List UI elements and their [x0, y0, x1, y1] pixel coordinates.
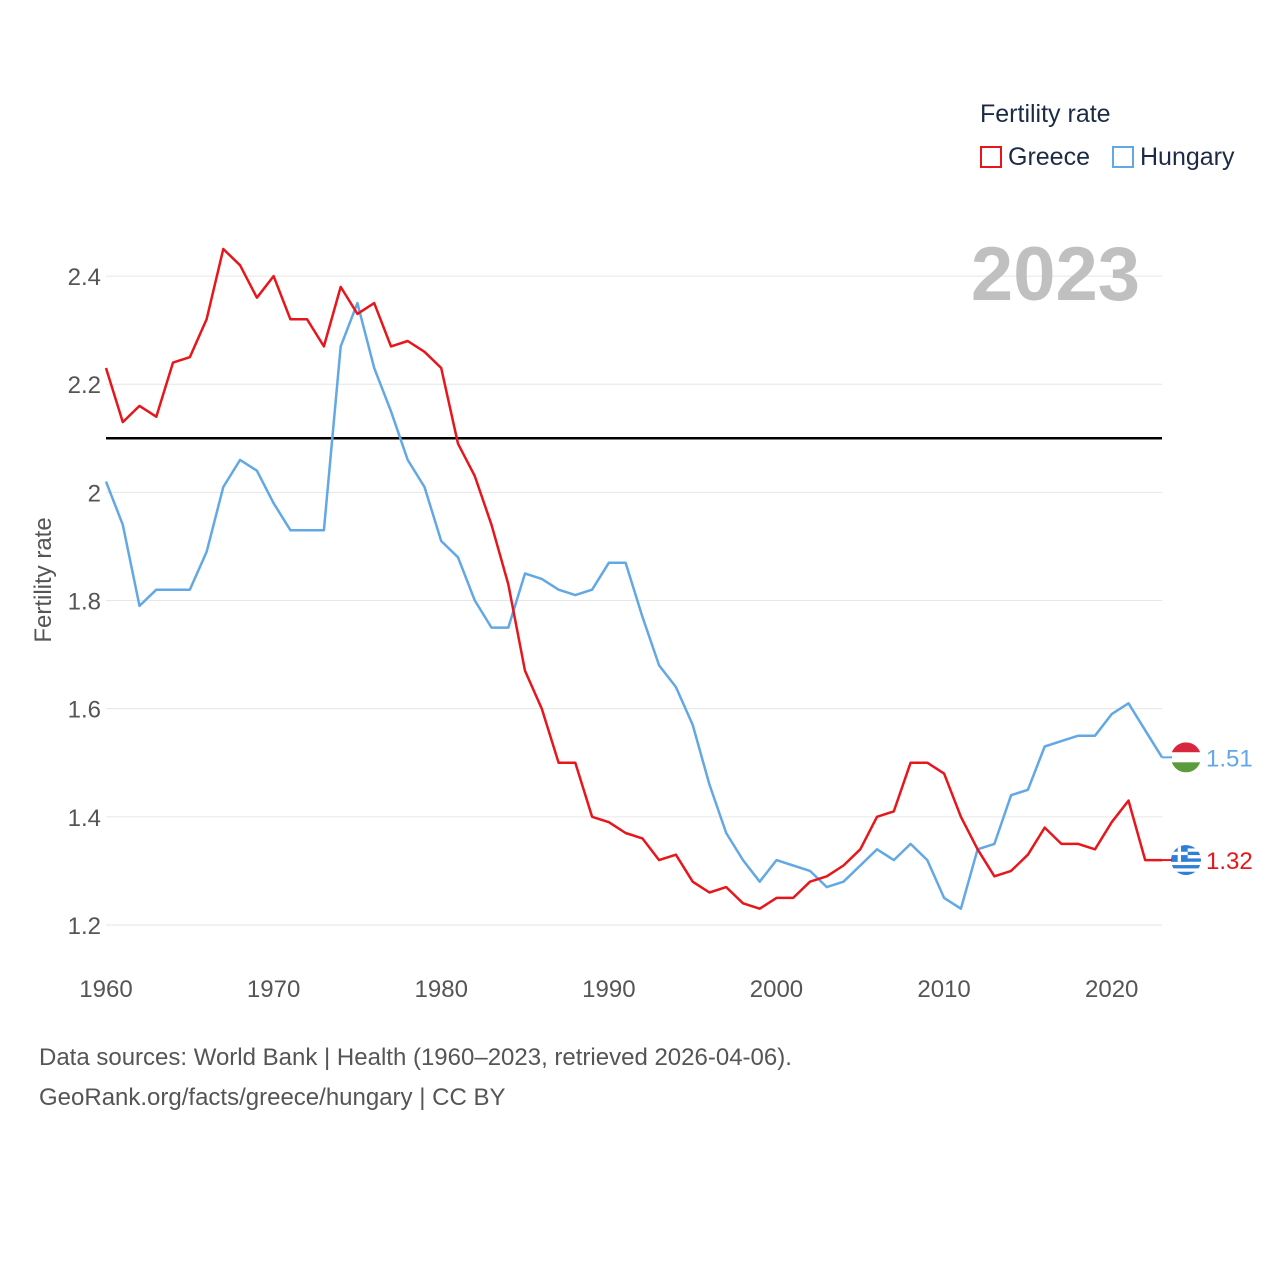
series-line-greece	[104, 247, 1162, 910]
series	[104, 247, 1164, 910]
x-tick-label: 1990	[582, 976, 635, 1003]
legend-item-greece[interactable]: Greece	[980, 143, 1090, 171]
legend-label-greece: Greece	[1008, 142, 1090, 171]
series-line-hungary	[104, 301, 1164, 910]
end-label-greece: 1.32	[1206, 848, 1253, 875]
greece-flag	[1171, 845, 1201, 876]
grid	[106, 275, 1162, 926]
x-tick-label: 1960	[79, 976, 132, 1003]
hungary-flag	[1171, 742, 1201, 773]
x-axis: 1960 1970 1980 1990 2000 2010 2020	[79, 976, 1138, 1003]
footer-credit[interactable]: GeoRank.org/facts/greece/hungary | CC BY	[39, 1084, 506, 1111]
legend-swatch-hungary	[1112, 146, 1134, 168]
footer-sources: Data sources: World Bank | Health (1960–…	[39, 1044, 792, 1071]
legend-swatch-greece	[980, 146, 1002, 168]
end-label-hungary: 1.51	[1206, 745, 1253, 772]
year-label: 2023	[971, 232, 1140, 317]
x-tick-label: 1970	[247, 976, 300, 1003]
y-tick-label: 2.2	[68, 372, 101, 399]
legend-item-hungary[interactable]: Hungary	[1112, 143, 1235, 171]
legend-label-hungary: Hungary	[1140, 142, 1235, 171]
x-tick-label: 2020	[1085, 976, 1138, 1003]
y-tick-label: 2	[88, 480, 101, 507]
y-tick-label: 1.2	[68, 913, 101, 940]
y-tick-label: 1.8	[68, 589, 101, 616]
y-axis: 1.2 1.4 1.6 1.8 2 2.2 2.4	[68, 264, 101, 940]
x-tick-label: 2000	[750, 976, 803, 1003]
legend-title: Fertility rate	[980, 100, 1111, 128]
y-tick-label: 1.6	[68, 697, 101, 724]
flags	[1171, 742, 1201, 876]
x-tick-label: 1980	[415, 976, 468, 1003]
y-tick-label: 2.4	[68, 264, 101, 291]
y-axis-label: Fertility rate	[30, 517, 57, 642]
y-tick-label: 1.4	[68, 805, 101, 832]
end-labels: 1.32 1.51	[1162, 745, 1253, 875]
x-tick-label: 2010	[917, 976, 970, 1003]
